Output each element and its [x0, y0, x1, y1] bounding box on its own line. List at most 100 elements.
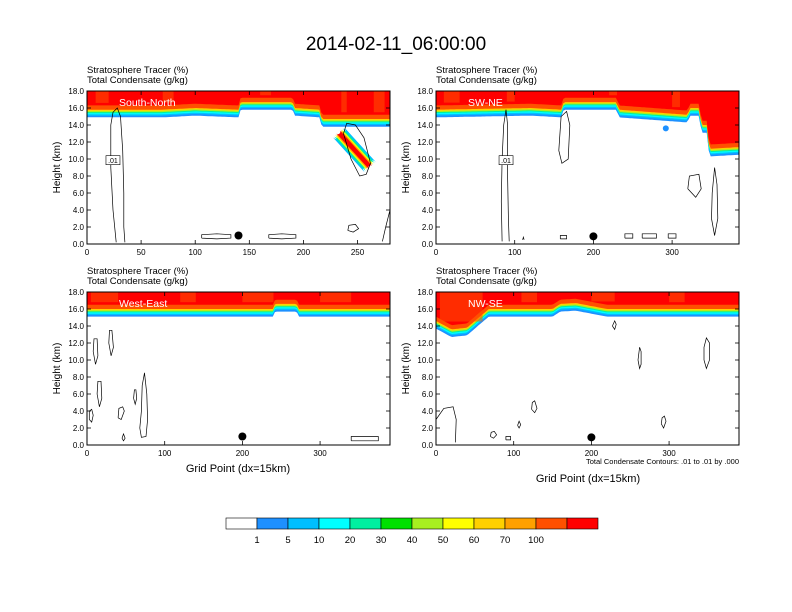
y-tick-label: 12.0	[68, 138, 84, 147]
condensate-contour	[559, 235, 567, 240]
panel-1: .01 South-North Stratosphere Tracer (%)Tot…	[52, 65, 391, 257]
panel-label: NW-SE	[468, 298, 503, 310]
condensate-contour	[641, 233, 657, 239]
y-tick-label: 14.0	[68, 322, 84, 331]
location-marker	[589, 232, 598, 241]
tracer-streak	[162, 91, 174, 103]
contour-label-box	[498, 155, 514, 165]
tracer-streak	[341, 91, 347, 113]
condensate-contour	[703, 337, 710, 370]
panel-label: West-East	[119, 298, 167, 310]
condensate-contour	[268, 233, 297, 240]
condensate-contour	[522, 235, 525, 240]
y-axis-label: Height (km)	[52, 343, 63, 395]
y-tick-label: 16.0	[417, 104, 433, 113]
condensate-contour	[139, 372, 148, 438]
panel-frame	[435, 90, 740, 245]
colorbar-label: 5	[285, 535, 290, 546]
panel-subtitle-1: Stratosphere Tracer (%)	[87, 65, 188, 76]
y-tick-label: 6.0	[73, 189, 85, 198]
y-tick-label: 8.0	[73, 172, 85, 181]
colorbar-label: 70	[500, 535, 511, 546]
x-tick-label: 100	[158, 449, 172, 458]
plot-area: .01	[87, 91, 390, 243]
condensate-contour	[382, 209, 390, 242]
y-tick-label: 16.0	[417, 305, 433, 314]
y-tick-label: 6.0	[422, 189, 434, 198]
condensate-contour	[201, 233, 232, 240]
location-marker	[587, 433, 596, 442]
y-tick-label: 8.0	[422, 172, 434, 181]
tracer-streak	[506, 91, 515, 102]
panel-subtitle-2: Total Condensate (g/kg)	[436, 75, 537, 86]
y-tick-label: 18.0	[417, 288, 433, 297]
y-tick-label: 14.0	[417, 121, 433, 130]
x-axis-label-right: Grid Point (dx=15km)	[536, 473, 640, 485]
x-tick-label: 150	[243, 248, 257, 257]
y-tick-label: 12.0	[68, 339, 84, 348]
tracer-streak	[320, 292, 352, 303]
y-tick-label: 14.0	[417, 322, 433, 331]
colorbar-swatch	[225, 517, 258, 530]
condensate-contour	[711, 167, 719, 236]
condensate-contour	[624, 233, 634, 239]
y-tick-label: 2.0	[73, 223, 85, 232]
x-tick-label: 300	[662, 449, 676, 458]
panel-subtitle-2: Total Condensate (g/kg)	[436, 276, 537, 287]
x-tick-label: 300	[313, 449, 327, 458]
contour-info: Total Condensate Contours: .01 to .01 by…	[586, 457, 739, 466]
panel-subtitle-2: Total Condensate (g/kg)	[87, 276, 188, 287]
x-tick-label: 0	[85, 248, 90, 257]
contour-label: .01	[501, 158, 511, 165]
y-tick-label: 0.0	[422, 240, 434, 249]
y-tick-label: 4.0	[73, 206, 85, 215]
colorbar-swatch	[287, 517, 320, 530]
x-tick-label: 0	[434, 248, 439, 257]
colorbar-swatch	[535, 517, 568, 530]
y-tick-label: 8.0	[73, 373, 85, 382]
x-tick-label: 200	[236, 449, 250, 458]
y-tick-label: 0.0	[73, 441, 85, 450]
tracer-streak	[591, 292, 615, 302]
colorbar-label: 40	[407, 535, 418, 546]
y-tick-label: 14.0	[68, 121, 84, 130]
condensate-contour	[350, 436, 379, 442]
colorbar-swatch	[504, 517, 537, 530]
y-tick-label: 2.0	[422, 223, 434, 232]
tracer-streak	[669, 292, 685, 303]
tracer-streak	[260, 91, 271, 96]
panel-subtitle-2: Total Condensate (g/kg)	[87, 75, 188, 86]
colorbar: 1 5 10 20 30 40 50 60 70 100	[225, 517, 599, 546]
y-tick-label: 8.0	[422, 373, 434, 382]
panel-subtitle-1: Stratosphere Tracer (%)	[436, 266, 537, 277]
colorbar-swatch	[442, 517, 475, 530]
panel-label: South-North	[119, 97, 176, 109]
y-tick-label: 10.0	[417, 155, 433, 164]
colorbar-label: 20	[345, 535, 356, 546]
colorbar-label: 30	[376, 535, 387, 546]
y-tick-label: 4.0	[73, 407, 85, 416]
colorbar-label: 1	[254, 535, 259, 546]
tracer-band	[87, 292, 390, 305]
y-tick-label: 18.0	[68, 288, 84, 297]
y-tick-label: 2.0	[73, 424, 85, 433]
tracer-streak	[443, 91, 460, 103]
panel-subtitle-1: Stratosphere Tracer (%)	[436, 65, 537, 76]
x-tick-label: 50	[137, 248, 146, 257]
y-tick-label: 2.0	[422, 424, 434, 433]
condensate-contour	[490, 430, 498, 439]
condensate-contour	[108, 329, 114, 356]
colorbar-swatch	[318, 517, 351, 530]
tracer-streak	[242, 292, 274, 303]
condensate-contour	[343, 122, 371, 177]
y-tick-label: 10.0	[417, 356, 433, 365]
y-tick-label: 4.0	[422, 206, 434, 215]
x-tick-label: 0	[434, 449, 439, 458]
plot-area	[436, 292, 739, 443]
colorbar-swatch	[473, 517, 506, 530]
contour-label-box	[105, 155, 121, 165]
condensate-contour	[121, 432, 126, 442]
condensate-contour	[110, 107, 126, 243]
y-axis-label: Height (km)	[52, 142, 63, 194]
